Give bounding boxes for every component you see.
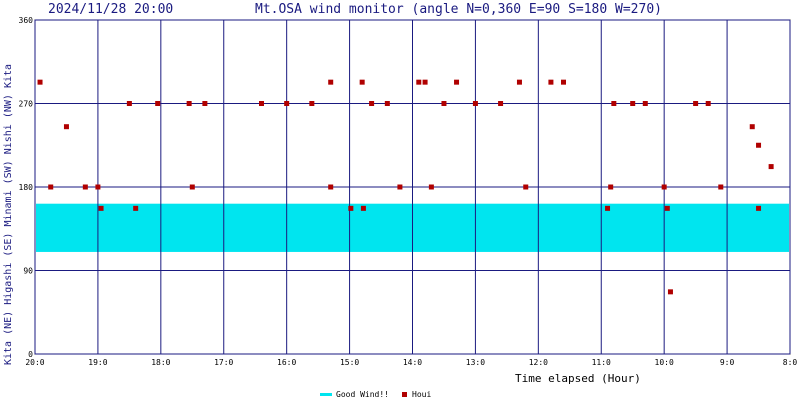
data-point [498, 101, 504, 106]
y-tick-label: 90 [23, 267, 33, 276]
data-point [605, 205, 611, 211]
data-point [186, 101, 192, 106]
data-point [749, 124, 755, 130]
data-point [768, 164, 774, 170]
data-point [397, 184, 403, 190]
data-point [661, 184, 667, 190]
x-tick-label: 13:0 [466, 358, 485, 367]
x-tick-label: 8:0 [783, 358, 798, 367]
data-point [359, 79, 365, 85]
data-point [718, 184, 724, 190]
data-point [259, 101, 264, 106]
data-point [37, 79, 43, 85]
legend-swatch-good-wind [320, 393, 332, 396]
x-tick-label: 19:0 [88, 358, 107, 367]
x-tick-label: 14:0 [403, 358, 422, 367]
data-point [664, 205, 670, 211]
data-point [561, 79, 566, 85]
data-point [693, 101, 699, 106]
y-tick-labels: 0 90 180 270 360 [19, 16, 34, 359]
data-point [48, 184, 54, 190]
data-point [348, 205, 354, 211]
y-tick-label: 180 [19, 183, 34, 192]
data-point [384, 101, 390, 106]
data-point [155, 101, 161, 106]
data-point [416, 79, 422, 85]
x-tick-label: 11:0 [592, 358, 611, 367]
data-point [428, 184, 434, 190]
data-point [441, 101, 447, 106]
data-point [63, 124, 69, 130]
data-point [309, 101, 315, 106]
legend-label-houi: Houi [412, 390, 431, 399]
data-point [642, 101, 648, 106]
y-tick-label: 0 [28, 350, 33, 359]
grid-lines [34, 19, 791, 355]
data-point [608, 184, 614, 190]
x-tick-label: 17:0 [214, 358, 233, 367]
x-tick-label: 15:0 [340, 358, 359, 367]
y-tick-label: 270 [19, 100, 34, 109]
data-point [705, 101, 711, 106]
data-point [516, 79, 522, 85]
data-point [548, 79, 554, 85]
x-tick-labels: 20:0 19:0 18:0 17:0 16:0 15:0 14:0 13:0 12:0 11:0… [25, 358, 797, 367]
data-point [126, 101, 132, 106]
data-point [133, 205, 139, 211]
data-point [98, 205, 104, 211]
data-point [202, 101, 208, 106]
data-point [454, 79, 460, 85]
data-point [360, 205, 366, 211]
timestamp: 2024/11/28 20:00 [48, 2, 173, 17]
data-point [82, 184, 88, 190]
legend-swatch-houi [402, 392, 407, 397]
y-axis-label: Kita (NE) Higashi (SE) Minami (SW) Nishi… [3, 64, 14, 365]
data-point [284, 101, 290, 106]
y-tick-label: 360 [19, 16, 34, 25]
data-point [756, 205, 762, 211]
x-tick-label: 10:0 [655, 358, 674, 367]
data-point [667, 289, 673, 295]
data-point [630, 101, 636, 106]
legend-label-good-wind: Good Wind!! [336, 390, 389, 399]
data-point [611, 101, 617, 106]
x-tick-label: 12:0 [529, 358, 548, 367]
data-point [328, 184, 334, 190]
x-tick-label: 16:0 [277, 358, 296, 367]
data-point [369, 101, 375, 106]
x-tick-label: 9:0 [720, 358, 735, 367]
chart-title: Mt.OSA wind monitor (angle N=0,360 E=90 … [255, 2, 662, 17]
data-point [422, 79, 428, 85]
data-point [523, 184, 529, 190]
x-tick-label: 20:0 [25, 358, 44, 367]
legend: Good Wind!! Houi [320, 390, 431, 399]
data-points [37, 79, 774, 295]
data-point [472, 101, 478, 106]
data-point [189, 184, 195, 190]
data-point [95, 184, 101, 190]
x-tick-label: 18:0 [151, 358, 170, 367]
data-point [328, 79, 334, 85]
data-point [756, 142, 762, 148]
x-axis-label: Time elapsed (Hour) [515, 372, 641, 385]
